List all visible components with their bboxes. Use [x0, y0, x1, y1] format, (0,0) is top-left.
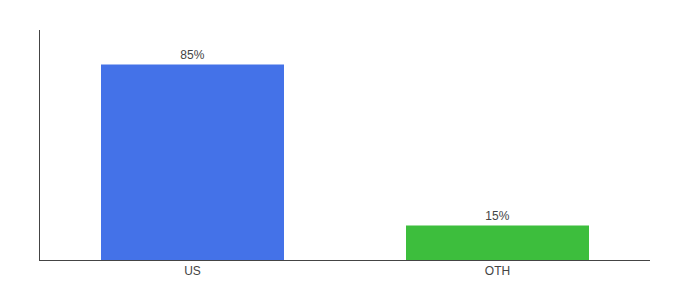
- svg-text:OTH: OTH: [485, 264, 510, 278]
- svg-text:US: US: [184, 264, 201, 278]
- svg-text:85%: 85%: [180, 48, 204, 62]
- svg-text:15%: 15%: [485, 209, 509, 223]
